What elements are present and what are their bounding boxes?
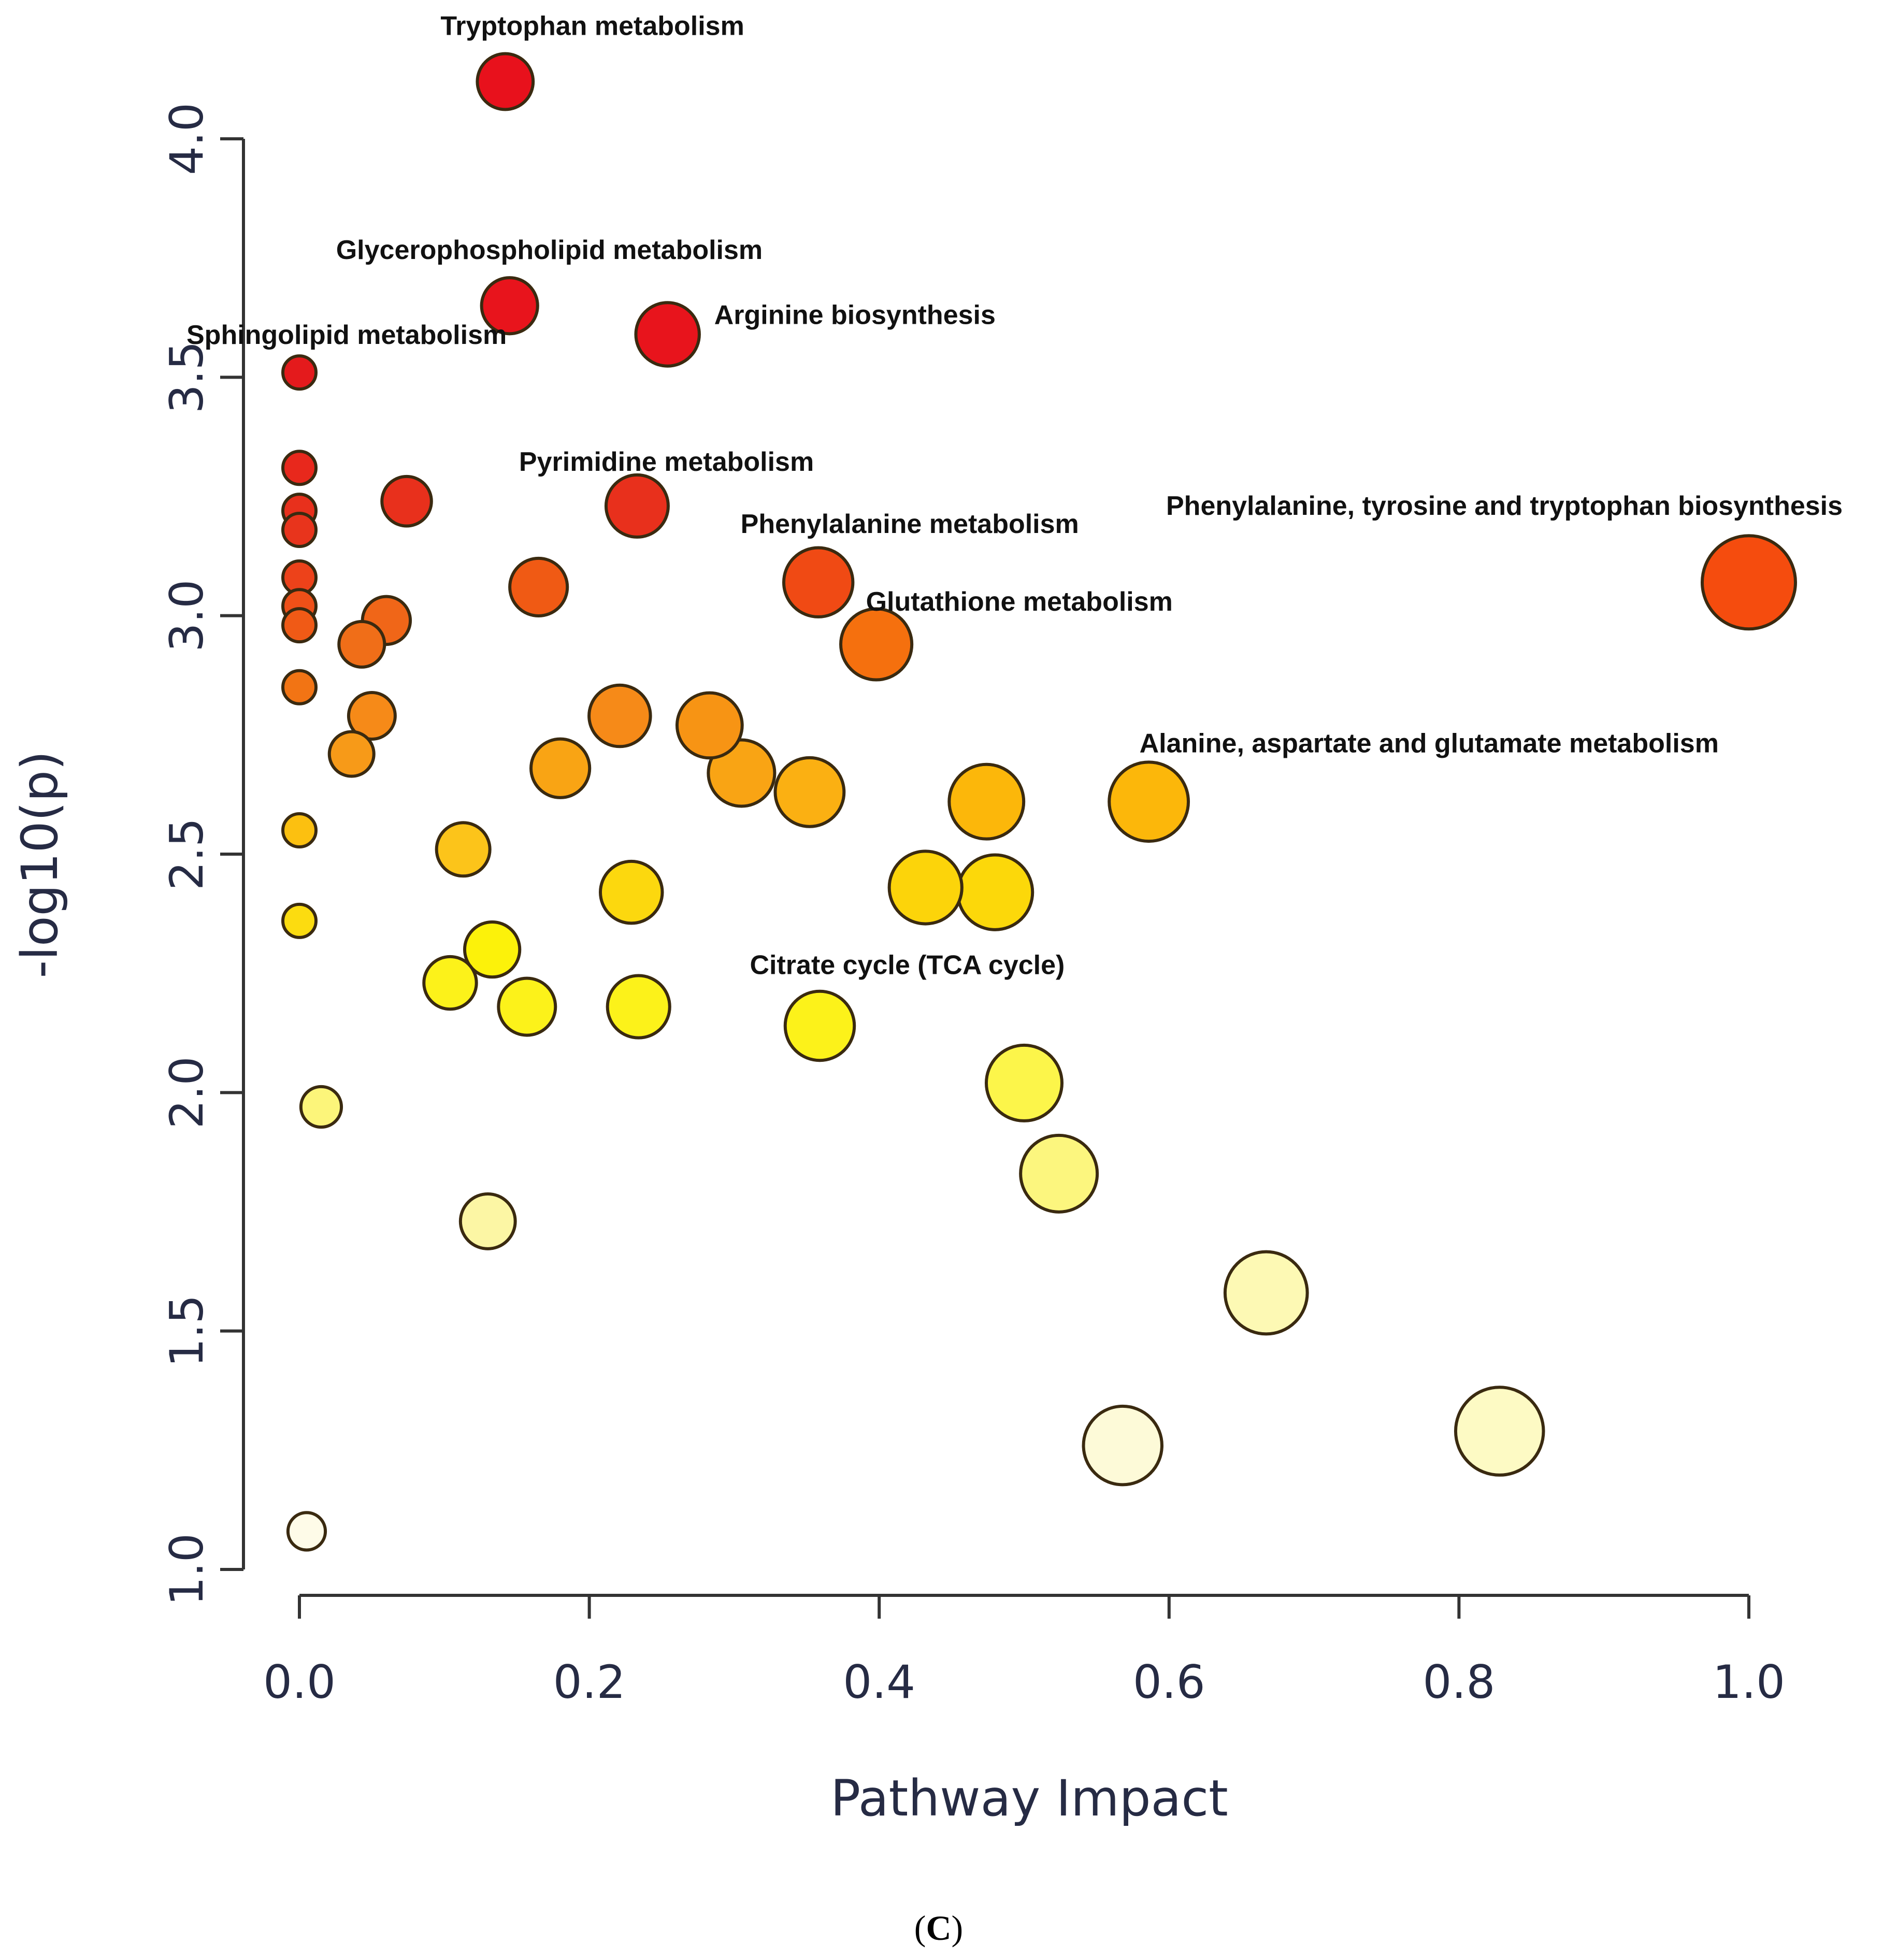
pathway-label: Phenylalanine, tyrosine and tryptophan b… xyxy=(1166,491,1843,521)
y-tick-label: 2.5 xyxy=(160,818,213,890)
pathway-label: Glutathione metabolism xyxy=(866,587,1173,617)
bubble-point xyxy=(380,474,433,528)
pathway-label: Phenylalanine metabolism xyxy=(741,509,1079,539)
bubble-point xyxy=(281,812,318,848)
bubble-point xyxy=(606,974,671,1040)
pathway-label: Tryptophan metabolism xyxy=(440,11,744,41)
x-tick-label: 1.0 xyxy=(1713,1655,1785,1709)
pathway-label: Alanine, aspartate and glutamate metabol… xyxy=(1140,729,1719,759)
x-tick-label: 0.4 xyxy=(843,1655,915,1709)
bubble-point xyxy=(707,738,777,808)
y-tick-label: 3.0 xyxy=(160,580,213,652)
bubble-point xyxy=(281,511,318,548)
bubble-point xyxy=(435,821,492,878)
bubble-point xyxy=(1223,1250,1309,1336)
bubble-point xyxy=(476,52,535,111)
bubble-point xyxy=(634,301,701,368)
bubble-point xyxy=(480,276,539,336)
bubble-point xyxy=(497,976,557,1037)
y-tick-label: 1.0 xyxy=(160,1533,213,1606)
pathway-label: Pyrimidine metabolism xyxy=(519,447,814,477)
y-tick-label: 1.5 xyxy=(160,1295,213,1367)
bubble-point xyxy=(529,737,592,799)
bubble-point xyxy=(887,849,964,926)
x-tick-label: 0.0 xyxy=(263,1655,336,1709)
bubble-point xyxy=(327,730,376,778)
bubble-point xyxy=(1019,1133,1099,1214)
x-axis-title: Pathway Impact xyxy=(830,1769,1228,1827)
bubble-point xyxy=(1082,1404,1163,1487)
bubble-point xyxy=(773,756,846,828)
bubble-point xyxy=(281,354,318,391)
x-tick-label: 0.6 xyxy=(1133,1655,1205,1709)
bubble-point xyxy=(281,669,318,705)
bubble-point xyxy=(604,473,670,539)
bubble-point xyxy=(1701,534,1797,631)
x-axis-ticks: 0.0 0.2 0.4 0.6 0.8 1.0 xyxy=(263,1595,1785,1709)
bubbles xyxy=(281,52,1797,1552)
pathway-label: Glycerophospholipid metabolism xyxy=(336,235,763,265)
axes: 1.0 1.5 2.0 2.5 3.0 3.5 4.0 0.0 0.2 0.4 0.6 0.8 1.0 xyxy=(160,103,1785,1709)
bubble-point xyxy=(299,1085,343,1129)
bubble-point xyxy=(1454,1386,1545,1477)
bubble-point xyxy=(508,556,569,617)
caption-letter: C xyxy=(926,1908,951,1948)
y-axis-title: -log10(p) xyxy=(11,751,69,978)
bubble-point xyxy=(587,683,652,748)
bubble-point xyxy=(675,691,744,760)
bubble-point xyxy=(286,1511,327,1552)
caption-close-paren: ) xyxy=(952,1908,964,1948)
x-tick-label: 0.8 xyxy=(1422,1655,1495,1709)
bubble-point xyxy=(347,691,397,741)
bubble-point xyxy=(956,853,1034,931)
figure-caption: (C) xyxy=(914,1908,963,1948)
bubble-point xyxy=(1108,760,1190,843)
bubble-point xyxy=(281,607,318,644)
x-tick-label: 0.2 xyxy=(553,1655,626,1709)
bubble-point xyxy=(281,450,318,486)
bubble-point xyxy=(839,607,914,682)
bubble-point xyxy=(337,619,386,669)
caption-open-paren: ( xyxy=(914,1908,926,1948)
bubble-point xyxy=(458,1192,517,1250)
bubble-point xyxy=(984,1043,1064,1122)
y-tick-label: 2.0 xyxy=(160,1056,213,1129)
y-axis-ticks: 1.0 1.5 2.0 2.5 3.0 3.5 4.0 xyxy=(160,103,243,1606)
bubble-point xyxy=(422,955,478,1011)
y-tick-label: 4.0 xyxy=(160,103,213,175)
bubble-point xyxy=(947,762,1026,841)
pathway-label: Citrate cycle (TCA cycle) xyxy=(750,950,1065,980)
pathway-annotations: Tryptophan metabolism Glycerophospholipid… xyxy=(186,11,1843,981)
bubble-point xyxy=(783,989,856,1062)
bubble-point xyxy=(598,859,664,925)
bubble-point xyxy=(782,546,855,618)
pathway-label: Arginine biosynthesis xyxy=(714,300,996,330)
y-tick-label: 3.5 xyxy=(160,341,213,413)
bubble-point xyxy=(281,902,318,939)
bubble-point xyxy=(463,920,522,979)
pathway-label: Sphingolipid metabolism xyxy=(186,320,507,350)
